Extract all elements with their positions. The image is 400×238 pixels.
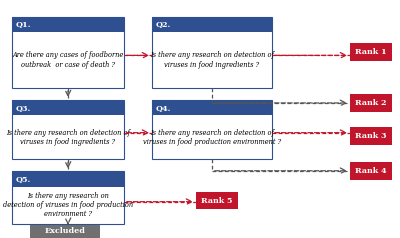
Text: Is there any research on detection of
viruses in food ingredients ?: Is there any research on detection of vi… (6, 129, 130, 146)
Bar (12, 100, 124, 115)
Bar (12, 17, 124, 32)
Text: Q4.: Q4. (156, 104, 171, 112)
Bar (152, 100, 272, 159)
Text: Is there any research on
detection of viruses in food production
environment ?: Is there any research on detection of vi… (3, 192, 133, 218)
Bar (350, 43, 392, 61)
Bar (152, 17, 272, 32)
Bar (12, 17, 124, 88)
Text: Is there any research on detection of
viruses in food production environment ?: Is there any research on detection of vi… (143, 129, 281, 146)
Text: Is there any research on detection of
viruses in food ingredients ?: Is there any research on detection of vi… (150, 51, 274, 69)
Bar (350, 94, 392, 112)
Bar (30, 225, 100, 238)
Bar (12, 171, 124, 187)
Bar (12, 100, 124, 159)
Text: Are there any cases of foodborne
outbreak  or case of death ?: Are there any cases of foodborne outbrea… (12, 51, 124, 69)
Bar (152, 100, 272, 115)
Text: Rank 4: Rank 4 (355, 167, 387, 175)
Bar (152, 17, 272, 88)
Text: Q3.: Q3. (16, 104, 31, 112)
Bar (12, 171, 124, 224)
Text: Rank 2: Rank 2 (355, 99, 387, 107)
Text: Rank 1: Rank 1 (355, 48, 387, 56)
Text: Q1.: Q1. (16, 20, 32, 28)
Text: Rank 5: Rank 5 (201, 197, 233, 204)
Text: Excluded: Excluded (44, 228, 86, 235)
Bar (350, 162, 392, 180)
Bar (350, 127, 392, 145)
Text: Q5.: Q5. (16, 175, 31, 183)
Text: Q2.: Q2. (156, 20, 171, 28)
Text: Rank 3: Rank 3 (355, 132, 387, 140)
Bar (196, 192, 238, 209)
